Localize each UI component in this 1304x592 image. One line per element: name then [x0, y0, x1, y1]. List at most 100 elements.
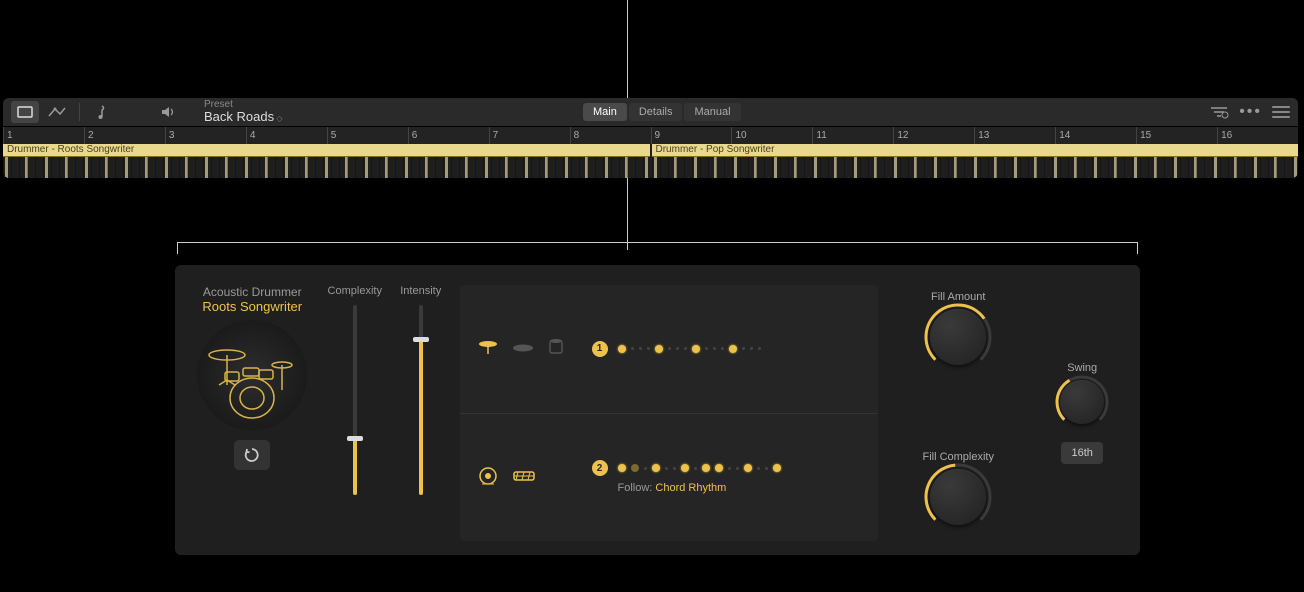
- step-dot[interactable]: [758, 347, 761, 350]
- step-dot[interactable]: [655, 345, 663, 353]
- sequence-1[interactable]: 1: [592, 341, 861, 357]
- automation-tool[interactable]: [43, 101, 71, 123]
- cymbals-selector[interactable]: [478, 338, 578, 359]
- preset-selector[interactable]: Preset Back Roads: [204, 99, 282, 124]
- drummer-section: Acoustic Drummer Roots Songwriter: [189, 285, 316, 541]
- step-dot[interactable]: [773, 464, 781, 472]
- region-a[interactable]: Drummer - Roots Songwriter: [3, 144, 650, 178]
- tab-manual[interactable]: Manual: [684, 103, 740, 121]
- audio-icon[interactable]: [154, 101, 182, 123]
- step-dot[interactable]: [647, 347, 650, 350]
- pattern-panel: 1 2 Follow: Chord Rhythm: [460, 285, 879, 541]
- step-dot[interactable]: [631, 464, 639, 472]
- step-dot[interactable]: [705, 347, 708, 350]
- preset-name: Back Roads: [204, 110, 282, 124]
- follow-label: Follow:: [618, 482, 653, 494]
- intensity-slider[interactable]: [419, 305, 423, 495]
- step-dot[interactable]: [694, 467, 697, 470]
- step-dot[interactable]: [721, 347, 724, 350]
- more-icon[interactable]: •••: [1239, 103, 1262, 121]
- step-dot[interactable]: [644, 467, 647, 470]
- step-dot[interactable]: [765, 467, 768, 470]
- ruler-mark: 15: [1136, 127, 1217, 144]
- swing-section: Swing 16th: [1038, 285, 1126, 541]
- intensity-slider-col: Intensity: [394, 285, 448, 541]
- ruler-mark: 12: [893, 127, 974, 144]
- ruler-mark: 3: [165, 127, 246, 144]
- step-dot[interactable]: [681, 464, 689, 472]
- right-toolbar: •••: [1209, 103, 1290, 121]
- swing-mode-button[interactable]: 16th: [1061, 442, 1102, 464]
- step-dot[interactable]: [631, 347, 634, 350]
- step-dot[interactable]: [744, 464, 752, 472]
- complexity-slider[interactable]: [353, 305, 357, 495]
- kick-icon[interactable]: [478, 466, 498, 489]
- step-dot[interactable]: [684, 347, 687, 350]
- swing-label: Swing: [1060, 362, 1104, 374]
- toolbar-divider: [79, 103, 80, 121]
- fill-amount-knob[interactable]: [930, 309, 986, 365]
- mode-tabs: Main Details Manual: [583, 103, 741, 121]
- region-b-label: Drummer - Pop Songwriter: [652, 144, 1299, 156]
- pattern-row-2: 2 Follow: Chord Rhythm: [460, 413, 879, 542]
- drummer-category: Acoustic Drummer: [189, 285, 316, 299]
- region-b[interactable]: Drummer - Pop Songwriter: [652, 144, 1299, 178]
- filter-icon[interactable]: [1209, 105, 1229, 119]
- editor-window: Preset Back Roads Main Details Manual ••…: [3, 98, 1298, 178]
- step-dot[interactable]: [750, 347, 753, 350]
- step-dot[interactable]: [742, 347, 745, 350]
- ruler-mark: 2: [84, 127, 165, 144]
- notation-tool[interactable]: [88, 101, 116, 123]
- timeline-ruler[interactable]: 12345678910111213141516: [3, 126, 1298, 144]
- step-dot[interactable]: [729, 345, 737, 353]
- ruler-mark: 8: [570, 127, 651, 144]
- ruler-mark: 4: [246, 127, 327, 144]
- tab-details[interactable]: Details: [629, 103, 683, 121]
- step-dot[interactable]: [692, 345, 700, 353]
- follow-value: Chord Rhythm: [655, 482, 726, 494]
- fill-complexity-label: Fill Complexity: [890, 451, 1026, 463]
- region-tool[interactable]: [11, 101, 39, 123]
- ruler-mark: 16: [1217, 127, 1298, 144]
- step-dot[interactable]: [639, 347, 642, 350]
- fill-complexity-knob[interactable]: [930, 469, 986, 525]
- seq2-badge: 2: [592, 460, 608, 476]
- ruler-mark: 11: [812, 127, 893, 144]
- seq1-badge: 1: [592, 341, 608, 357]
- regenerate-button[interactable]: [234, 440, 270, 470]
- step-dot[interactable]: [728, 467, 731, 470]
- step-dot[interactable]: [618, 464, 626, 472]
- step-dot[interactable]: [715, 464, 723, 472]
- tom-icon[interactable]: [548, 338, 564, 359]
- step-dot[interactable]: [618, 345, 626, 353]
- step-dot[interactable]: [736, 467, 739, 470]
- follow-mode[interactable]: Follow: Chord Rhythm: [618, 482, 861, 494]
- ride-icon[interactable]: [512, 342, 534, 356]
- swing-knob[interactable]: [1060, 380, 1104, 424]
- track-regions: Drummer - Roots Songwriter Drummer - Pop…: [3, 144, 1298, 178]
- step-dot[interactable]: [702, 464, 710, 472]
- hihat-icon[interactable]: [478, 339, 498, 358]
- step-dot[interactable]: [757, 467, 760, 470]
- ruler-mark: 10: [731, 127, 812, 144]
- step-dot[interactable]: [673, 467, 676, 470]
- step-dot[interactable]: [652, 464, 660, 472]
- drums-selector[interactable]: [478, 466, 578, 489]
- fill-knobs: Fill Amount Fill Complexity: [890, 285, 1026, 541]
- pattern-row-1: 1: [460, 285, 879, 413]
- step-dot[interactable]: [676, 347, 679, 350]
- complexity-label: Complexity: [328, 285, 382, 297]
- ruler-mark: 9: [651, 127, 732, 144]
- ruler-mark: 13: [974, 127, 1055, 144]
- step-dot[interactable]: [665, 467, 668, 470]
- step-dot[interactable]: [713, 347, 716, 350]
- drummer-style[interactable]: Roots Songwriter: [189, 299, 316, 314]
- tab-main[interactable]: Main: [583, 103, 627, 121]
- region-b-body: [652, 156, 1299, 178]
- snare-icon[interactable]: [512, 469, 536, 486]
- drum-kit-image[interactable]: [197, 320, 307, 430]
- intensity-label: Intensity: [394, 285, 448, 297]
- step-dot[interactable]: [668, 347, 671, 350]
- menu-icon[interactable]: [1272, 103, 1290, 121]
- sequence-2[interactable]: 2: [592, 460, 861, 476]
